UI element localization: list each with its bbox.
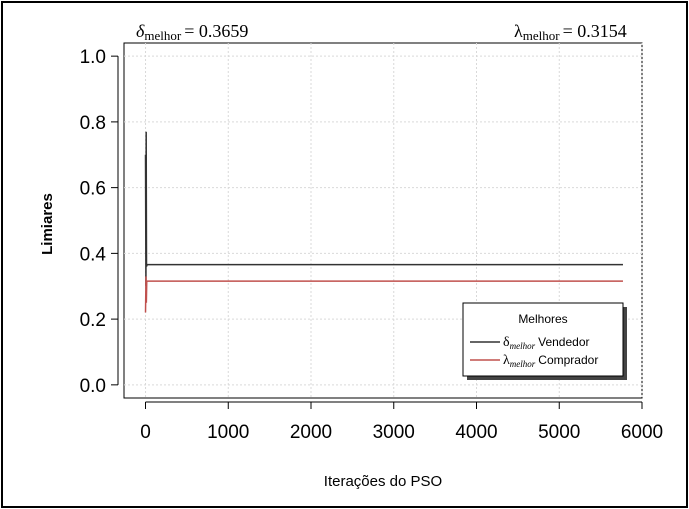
series-layer <box>144 131 623 313</box>
y-axis-label: Limiares <box>39 193 56 255</box>
x-tick-label: 3000 <box>373 422 415 443</box>
x-tick-label: 6000 <box>621 422 663 443</box>
x-tick-label: 1000 <box>207 422 249 443</box>
x-tick-label: 5000 <box>538 422 580 443</box>
series-line-0 <box>144 131 623 287</box>
legend: Melhores δmelhor Vendedor λmelhor Comprado… <box>462 302 627 380</box>
legend-box <box>462 302 624 377</box>
axes: 0 1000 2000 3000 4000 5000 6000 0.0 0.2 0.4 0.6 0.8… <box>80 47 664 443</box>
x-tick-label: 2000 <box>290 422 332 443</box>
series-line-1 <box>144 276 623 313</box>
y-tick-label: 0.2 <box>80 310 106 331</box>
lambda-best-annotation: λmelhor = 0.3154 <box>514 21 627 43</box>
legend-entry-delta: δmelhor Vendedor <box>503 335 590 351</box>
legend-entry-lambda: λmelhor Comprador <box>503 353 598 369</box>
x-tick-label: 0 <box>140 422 151 443</box>
legend-title: Melhores <box>518 312 567 326</box>
delta-best-annotation: δmelhor = 0.3659 <box>136 21 248 43</box>
y-tick-label: 0.0 <box>80 376 106 397</box>
x-axis-label: Iterações do PSO <box>324 473 442 490</box>
y-tick-label: 0.8 <box>80 113 106 134</box>
x-tick-label: 4000 <box>455 422 497 443</box>
y-tick-label: 1.0 <box>80 47 106 68</box>
y-tick-label: 0.4 <box>80 244 107 265</box>
y-tick-label: 0.6 <box>80 179 106 200</box>
